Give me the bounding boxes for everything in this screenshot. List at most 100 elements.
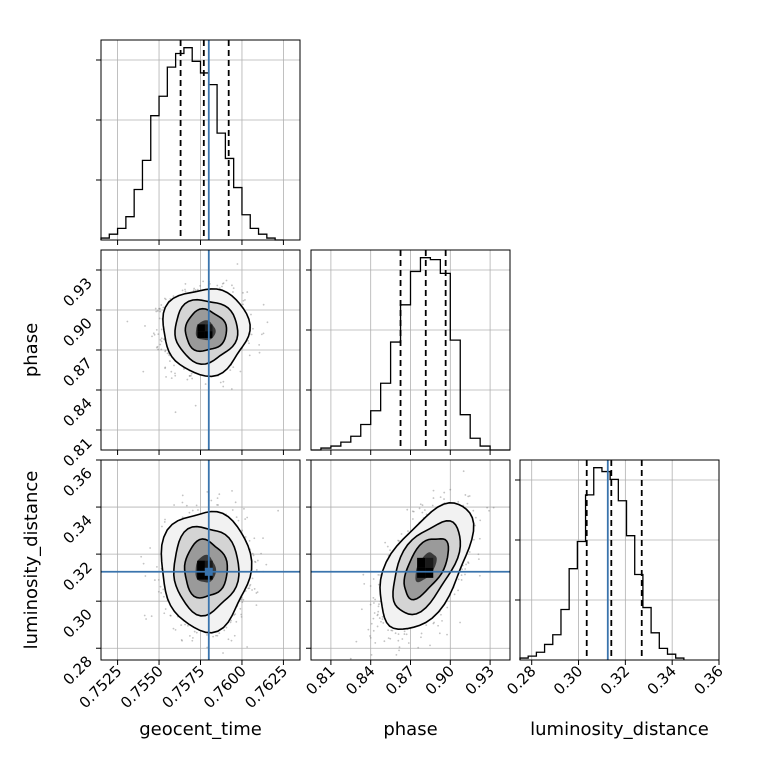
sample-point <box>382 622 385 624</box>
sample-point <box>174 628 177 631</box>
sample-point <box>206 491 209 493</box>
sample-point <box>181 289 184 292</box>
sample-point <box>369 603 372 606</box>
truth-marker <box>204 567 213 576</box>
sample-point <box>244 518 247 520</box>
sample-point <box>370 622 373 625</box>
sample-point <box>199 284 201 287</box>
sample-point <box>237 519 240 522</box>
histogram-step <box>100 47 284 241</box>
sample-point <box>218 632 221 635</box>
sample-point <box>173 364 175 367</box>
x-tick-label: 0.81 <box>302 662 338 698</box>
density-core <box>417 567 426 578</box>
sample-point <box>181 501 184 504</box>
sample-point <box>190 374 192 377</box>
sample-point <box>248 539 251 542</box>
sample-point <box>420 636 422 639</box>
sample-point <box>160 304 163 306</box>
sample-point <box>421 504 424 507</box>
sample-point <box>225 279 228 282</box>
sample-point <box>478 537 481 540</box>
sample-point <box>185 504 188 507</box>
sample-point <box>376 614 379 617</box>
sample-point <box>170 370 173 373</box>
sample-point <box>373 602 375 604</box>
sample-point <box>184 623 186 626</box>
sample-point <box>227 638 230 641</box>
sample-point <box>369 635 371 637</box>
sample-point <box>242 303 244 306</box>
y-tick-label: 0.84 <box>59 394 95 430</box>
sample-point <box>191 639 194 642</box>
sample-point <box>412 510 415 513</box>
sample-point <box>235 516 238 519</box>
sample-point <box>468 495 471 497</box>
sample-point <box>262 303 265 306</box>
sample-point <box>433 621 435 624</box>
sample-point <box>375 662 377 664</box>
sample-point <box>174 411 177 414</box>
sample-point <box>403 633 406 635</box>
histogram-step <box>311 257 510 451</box>
sample-point <box>372 629 375 632</box>
sample-point <box>142 370 145 373</box>
sample-point <box>169 297 172 300</box>
sample-point <box>437 624 439 627</box>
sample-point <box>277 509 280 512</box>
sample-point <box>432 497 435 499</box>
sample-point <box>486 506 489 509</box>
sample-point <box>400 533 403 535</box>
sample-point <box>248 354 251 357</box>
sample-point <box>252 554 255 557</box>
sample-point <box>376 625 379 628</box>
sample-point <box>235 620 238 623</box>
sample-point <box>212 635 215 638</box>
sample-point <box>254 560 256 563</box>
sample-point <box>258 351 261 354</box>
sample-point <box>369 585 372 587</box>
sample-point <box>253 537 256 540</box>
sample-point <box>418 507 421 510</box>
sample-point <box>126 320 129 323</box>
x-tick-label: 0.84 <box>342 662 378 698</box>
sample-point <box>398 649 400 652</box>
sample-point <box>231 509 234 511</box>
sample-point <box>181 494 184 497</box>
sample-point <box>191 377 194 380</box>
sample-point <box>232 291 234 293</box>
sample-point <box>381 618 384 621</box>
sample-point <box>376 613 379 616</box>
sample-point <box>221 282 224 285</box>
sample-point <box>477 553 480 556</box>
x-tick-label: 0.28 <box>503 662 539 698</box>
sample-point <box>474 524 476 527</box>
panel-2d-geocent_time-phase: 0.81 0.84 0.87 0.90 0.93 <box>59 249 301 470</box>
axes-frame <box>100 249 301 451</box>
sample-point <box>255 592 258 594</box>
sample-point <box>369 636 372 639</box>
sample-point <box>163 338 165 340</box>
sample-point <box>164 367 166 370</box>
sample-point <box>162 588 165 591</box>
sample-point <box>377 610 380 613</box>
sample-point <box>425 624 428 626</box>
x-tick-label: 0.32 <box>597 662 633 698</box>
hist-panel-luminosity_distance: 0.28 0.30 0.32 0.34 0.36 <box>503 459 727 698</box>
sample-point <box>242 299 245 302</box>
y-tick-label: 0.30 <box>59 605 95 641</box>
sample-point <box>391 629 394 632</box>
sample-point <box>174 374 177 377</box>
sample-point <box>449 488 452 491</box>
sample-point <box>467 561 469 564</box>
sample-point <box>467 562 470 565</box>
sample-point <box>383 640 386 643</box>
sample-point <box>363 582 366 585</box>
sample-point <box>232 366 235 369</box>
sample-point <box>460 579 463 581</box>
density-core <box>197 560 205 571</box>
sample-point <box>229 621 232 624</box>
x-tick-label: 0.36 <box>690 662 726 698</box>
sample-point <box>190 372 193 375</box>
